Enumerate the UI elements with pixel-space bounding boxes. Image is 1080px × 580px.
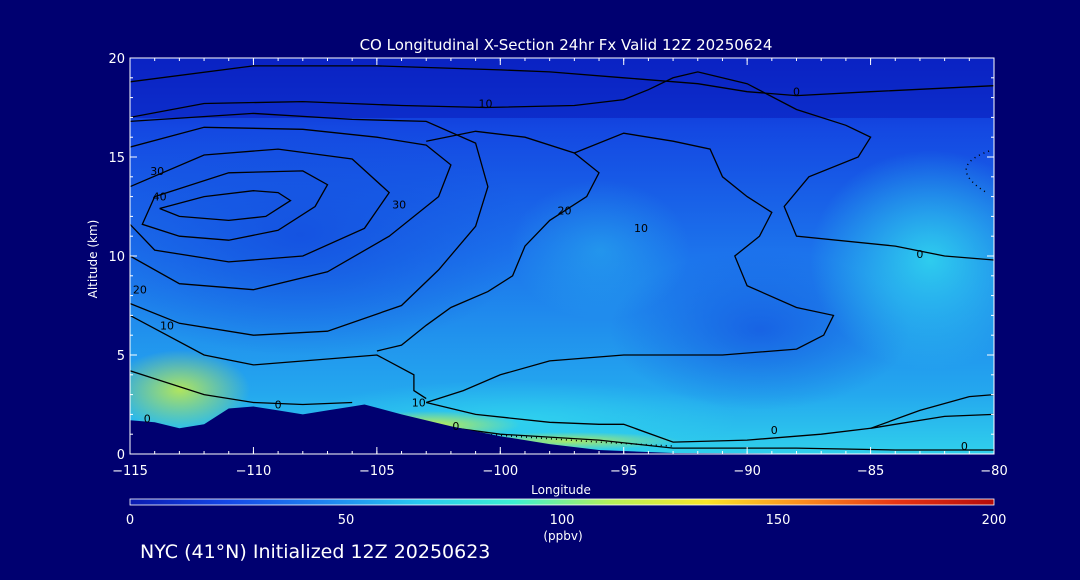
x-tick-label: −115 xyxy=(112,464,148,479)
contour-label: 10 xyxy=(412,397,426,410)
contour-label: 0 xyxy=(275,399,282,412)
contour-label: 0 xyxy=(144,412,151,425)
contour-line-14 xyxy=(426,423,994,451)
colorbar-tick-label: 0 xyxy=(126,513,134,528)
y-tick-label: 5 xyxy=(117,349,125,364)
colorbar-unit-label: (ppbv) xyxy=(543,529,582,543)
contour-line-7 xyxy=(130,148,391,263)
x-axis-label: Longitude xyxy=(531,483,591,497)
contour-label: 0 xyxy=(916,248,923,261)
field-plume-core xyxy=(130,115,530,355)
contour-line-3 xyxy=(376,130,600,352)
contour-line-1 xyxy=(130,65,994,97)
chart-title: CO Longitudinal X-Section 24hr Fx Valid … xyxy=(360,36,773,54)
contour-line-4 xyxy=(426,132,835,404)
y-axis-label: Altitude (km) xyxy=(86,220,100,299)
contour-label: 30 xyxy=(392,199,406,212)
contour-line-8 xyxy=(130,126,452,291)
contour-label: 10 xyxy=(479,98,493,111)
colorbar-tick-label: 200 xyxy=(982,513,1007,528)
contour-lines xyxy=(130,65,994,451)
colorbar: 0 50 100 150 200 xyxy=(126,498,1007,528)
colorbar-tick-label: 150 xyxy=(766,513,791,528)
contour-label: 40 xyxy=(153,191,167,204)
contour-line-5 xyxy=(159,190,292,222)
x-tick-label: −85 xyxy=(857,464,884,479)
x-tick-label: −90 xyxy=(733,464,760,479)
colorbar-gradient xyxy=(129,498,995,506)
contour-label: 20 xyxy=(558,204,572,217)
terrain-profile xyxy=(130,404,994,454)
contour-label: 0 xyxy=(793,86,800,99)
colorbar-tick-label: 100 xyxy=(550,513,575,528)
colorbar-tick-label: 50 xyxy=(338,513,355,528)
x-tick-label: −100 xyxy=(482,464,518,479)
x-tick-label: −110 xyxy=(236,464,272,479)
contour-line-2 xyxy=(130,71,994,261)
y-tick-label: 10 xyxy=(108,250,125,265)
contour-line-10 xyxy=(130,314,427,400)
field-upper-band xyxy=(130,58,994,118)
contour-line-13 xyxy=(870,413,994,429)
x-tick-label: −95 xyxy=(610,464,637,479)
contour-label: 0 xyxy=(771,424,778,437)
y-axis: 0 5 10 15 20 xyxy=(108,52,994,463)
contour-line-11 xyxy=(130,370,353,406)
y-tick-label: 20 xyxy=(108,52,125,67)
contour-line-6 xyxy=(141,170,329,241)
contour-label: 0 xyxy=(961,440,968,453)
contour-label: 10 xyxy=(160,319,174,332)
y-tick-label: 0 xyxy=(117,448,125,463)
contour-label: 10 xyxy=(634,222,648,235)
contour-label: 30 xyxy=(150,165,164,178)
field-center-cyan xyxy=(510,180,690,320)
contour-line-9 xyxy=(130,112,489,336)
x-tick-label: −80 xyxy=(980,464,1007,479)
footer-caption: NYC (41°N) Initialized 12Z 20250623 xyxy=(140,541,491,563)
y-tick-label: 15 xyxy=(108,151,125,166)
field-east-cyan xyxy=(810,150,994,370)
contour-line-12 xyxy=(426,393,994,443)
terrain-mask xyxy=(130,404,994,454)
contour-label: 20 xyxy=(133,284,147,297)
x-tick-label: −105 xyxy=(359,464,395,479)
co-concentration-field xyxy=(130,58,994,454)
contour-labels: 10 20 30 30 40 20 10 10 0 0 10 0 0 0 0 0 xyxy=(133,86,968,453)
x-axis: −115 −110 −105 −100 −95 −90 −85 −80 xyxy=(112,58,1008,479)
contour-label: 0 xyxy=(452,420,459,433)
contour-dotted-east xyxy=(965,150,990,194)
